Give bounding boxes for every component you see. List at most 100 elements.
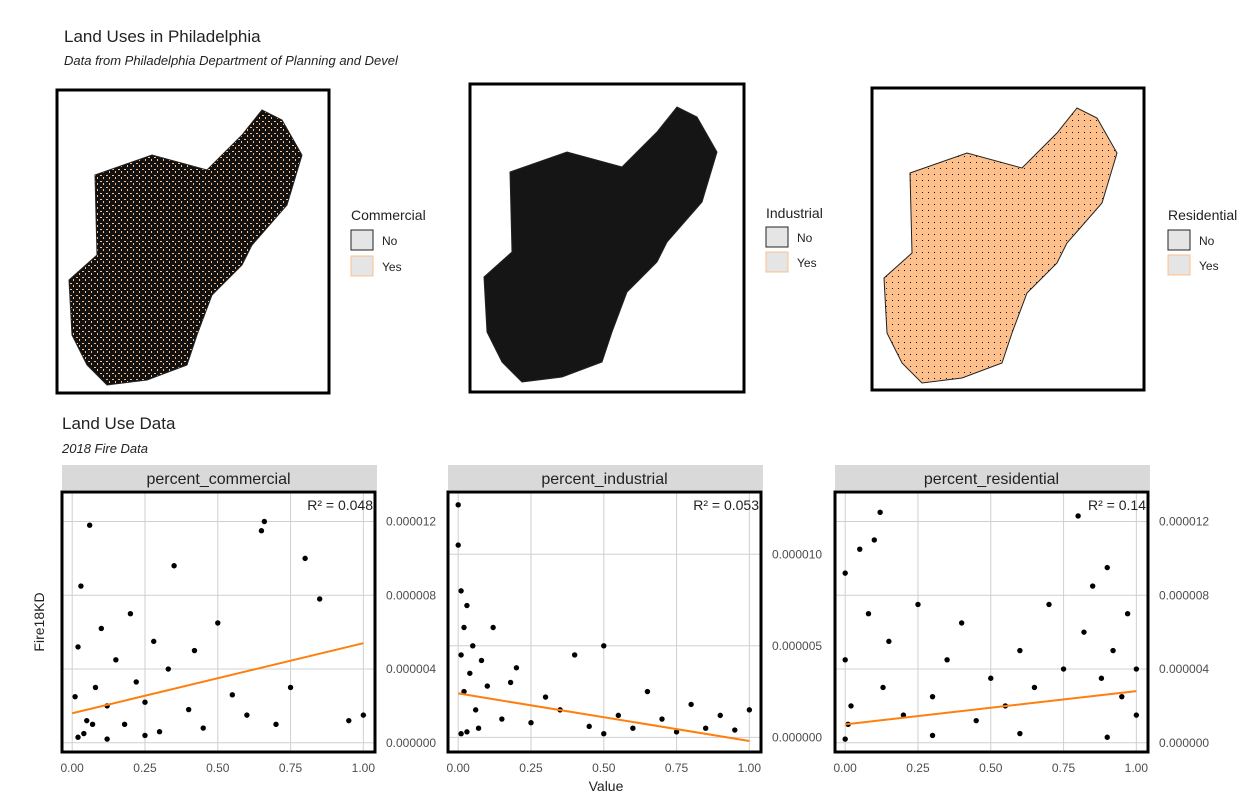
y-tick-label: 0.000004 (1159, 662, 1209, 676)
point (571, 652, 578, 658)
point (215, 620, 221, 626)
point (455, 542, 461, 548)
point (191, 647, 198, 654)
point (165, 666, 171, 672)
point (499, 716, 505, 722)
legend-key (765, 226, 789, 248)
x-axis-label: Value (589, 778, 624, 794)
panel-title: percent_industrial (541, 471, 667, 488)
point (601, 730, 607, 737)
point (98, 625, 105, 632)
point (702, 725, 709, 731)
point (142, 699, 148, 705)
legend-key (350, 229, 374, 251)
x-tick-label: 0.00 (447, 761, 471, 775)
point (973, 717, 979, 724)
point (915, 601, 921, 608)
legend-label: No (797, 231, 813, 245)
point (688, 701, 694, 708)
point (113, 657, 119, 663)
point (316, 596, 323, 602)
x-tick-label: 1.00 (738, 761, 762, 775)
point (458, 588, 464, 594)
x-tick-label: 0.25 (133, 761, 157, 775)
map-panel: Commercial No Yes (55, 88, 426, 395)
legend-label: Yes (1199, 259, 1219, 273)
point (86, 522, 93, 528)
legend-key (765, 251, 789, 273)
point (478, 657, 485, 664)
point (1017, 647, 1023, 654)
r2-label: R² = 0.053 (693, 497, 759, 513)
panel-title: percent_residential (924, 471, 1059, 488)
map-panel: Industrial No Yes (468, 82, 823, 394)
point (988, 675, 994, 681)
point (142, 732, 148, 739)
point (1075, 513, 1081, 519)
point (470, 643, 476, 649)
strip (62, 465, 377, 490)
point (542, 694, 549, 700)
point (958, 620, 965, 626)
point (1124, 611, 1131, 617)
point (1046, 601, 1052, 608)
x-tick-label: 0.75 (665, 761, 689, 775)
point (586, 723, 592, 730)
panel-title: percent_commercial (146, 471, 290, 488)
y-tick-label: 0.000012 (1159, 515, 1209, 529)
point (156, 729, 163, 735)
point (673, 729, 680, 735)
point (1133, 712, 1140, 718)
legend-key (1167, 254, 1191, 276)
y-tick-label: 0.000010 (772, 547, 822, 561)
point (1031, 684, 1038, 691)
legend-title: Residential (1168, 207, 1237, 223)
point (871, 537, 878, 543)
point (513, 665, 520, 671)
point (1110, 647, 1116, 654)
point (490, 624, 496, 631)
point (615, 712, 622, 719)
point (717, 712, 723, 719)
point (75, 734, 81, 740)
point (346, 717, 352, 724)
point (121, 721, 128, 728)
point (360, 712, 367, 718)
point (507, 679, 514, 686)
scatter-subtitle: 2018 Fire Data (61, 441, 148, 456)
strip (448, 465, 763, 490)
x-tick-label: 0.50 (592, 761, 616, 775)
x-tick-label: 0.75 (1052, 761, 1076, 775)
point (746, 707, 753, 713)
point (89, 721, 96, 728)
point (659, 716, 665, 722)
strip (835, 465, 1150, 490)
point (458, 652, 464, 658)
plot-frame (446, 490, 763, 754)
plot-area (448, 492, 761, 752)
point (900, 712, 907, 718)
point (857, 546, 863, 552)
point (842, 570, 848, 576)
point (929, 693, 936, 700)
point (848, 703, 854, 709)
point (601, 643, 607, 649)
legend-title: Commercial (351, 207, 426, 223)
point (842, 736, 848, 742)
point (171, 563, 177, 569)
y-tick-label: 0.000000 (772, 730, 822, 744)
point (644, 688, 651, 695)
point (229, 692, 236, 698)
point (929, 732, 936, 739)
y-tick-label: 0.000005 (772, 639, 822, 653)
y-tick-label: 0.000000 (1159, 736, 1209, 750)
point (200, 725, 206, 731)
trend-line (458, 692, 750, 743)
point (630, 725, 636, 731)
point (78, 583, 84, 589)
point (1017, 730, 1023, 737)
point (261, 518, 268, 525)
point (528, 720, 534, 726)
y-axis-label: Fire18KD (31, 592, 47, 651)
point (302, 555, 308, 562)
